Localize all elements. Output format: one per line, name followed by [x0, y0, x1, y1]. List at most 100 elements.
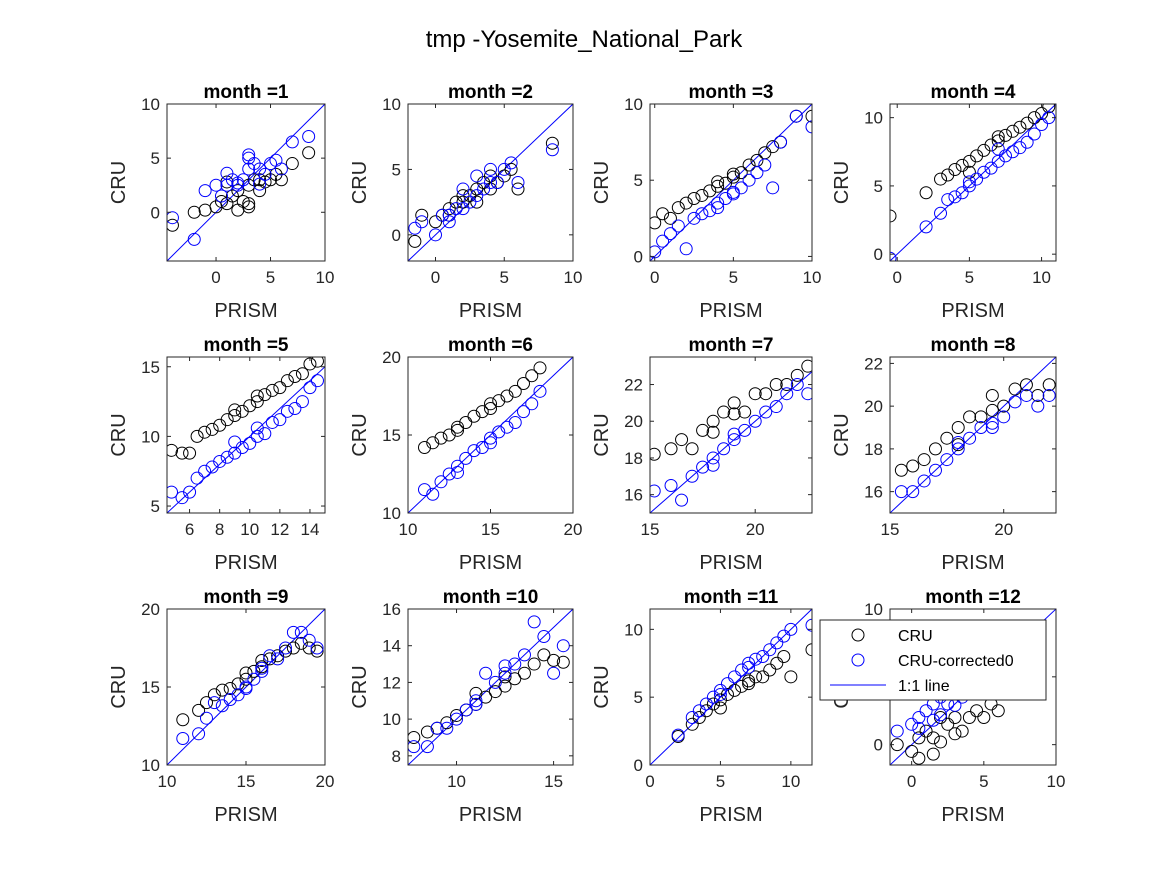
- cru-corrected-point: [508, 657, 522, 671]
- cru-point: [556, 655, 570, 669]
- cru-corrected-point: [774, 135, 788, 149]
- cru-corrected-point: [977, 165, 991, 179]
- y-tick-label: 10: [624, 95, 643, 114]
- x-tick-label: 15: [641, 520, 660, 539]
- subplot-month-11: 0 5 10 0 5 10 month =11 PRISM CRU: [591, 587, 813, 826]
- cru-corrected-point: [183, 485, 197, 499]
- one-to-one-line: [408, 104, 573, 261]
- cru-corrected-point: [442, 215, 456, 229]
- cru-corrected-point: [997, 410, 1011, 424]
- cru-point: [167, 218, 179, 232]
- cru-corrected-point: [1027, 127, 1041, 141]
- y-axis-label: CRU: [591, 413, 613, 456]
- cru-point: [250, 389, 264, 403]
- cru-corrected-point: [675, 493, 689, 507]
- cru-corrected-point: [435, 208, 449, 222]
- x-tick-label: 15: [481, 520, 500, 539]
- y-tick-label: 22: [624, 376, 643, 395]
- cru-corrected-point: [750, 166, 764, 180]
- cru-point: [470, 195, 484, 209]
- cru-corrected-point: [442, 208, 456, 222]
- cru-point: [759, 387, 773, 401]
- cru-corrected-point: [527, 615, 541, 629]
- cru-point: [726, 167, 740, 181]
- y-tick-label: 0: [151, 203, 160, 222]
- x-tick-label: 10: [447, 772, 466, 791]
- cru-point: [926, 731, 940, 745]
- y-tick-label: 5: [634, 171, 643, 190]
- y-axis-label: CRU: [591, 161, 613, 204]
- cru-point: [756, 670, 770, 684]
- cru-point: [228, 409, 242, 422]
- axes-box: [166, 356, 326, 514]
- cru-point: [205, 422, 219, 436]
- cru-corrected-point: [220, 450, 234, 464]
- cru-point: [456, 189, 470, 203]
- cru-point: [207, 688, 221, 702]
- x-tick-label: 15: [544, 772, 563, 791]
- cru-corrected-point: [998, 149, 1012, 163]
- cru-corrected-point: [650, 484, 661, 498]
- cru-corrected-point: [408, 740, 421, 754]
- cru-corrected-point: [484, 176, 497, 189]
- cru-corrected-point: [242, 148, 256, 162]
- y-axis-label: CRU: [831, 161, 853, 204]
- y-tick-label: 20: [141, 600, 160, 619]
- cru-point: [917, 453, 931, 467]
- cru-point: [271, 649, 285, 663]
- cru-point: [420, 725, 434, 739]
- cru-corrected-point: [906, 485, 920, 499]
- cru-point: [288, 370, 302, 383]
- cru-point: [951, 421, 965, 435]
- x-tick-label: 5: [716, 772, 725, 791]
- cru-corrected-point: [706, 451, 720, 465]
- cru-corrected-point: [728, 670, 742, 684]
- cru-point: [749, 670, 763, 684]
- cru-point: [955, 724, 969, 738]
- cru-point: [231, 184, 245, 198]
- cru-point: [934, 172, 948, 186]
- cru-point: [253, 184, 267, 198]
- cru-corrected-point: [280, 404, 294, 418]
- cru-point: [242, 197, 256, 211]
- cru-corrected-point: [303, 381, 317, 395]
- cru-corrected-point: [766, 181, 780, 195]
- cru-corrected-point: [242, 162, 256, 176]
- subplot-title: month =9: [204, 587, 289, 608]
- cru-corrected-point: [805, 618, 812, 632]
- cru-point: [302, 146, 316, 160]
- y-tick-label: 16: [864, 483, 883, 502]
- cru-point: [711, 175, 725, 189]
- cru-point: [805, 109, 812, 123]
- cru-point: [511, 182, 525, 196]
- cru-corrected-point: [970, 172, 984, 186]
- series-cru: [167, 357, 324, 460]
- cru-point: [963, 410, 977, 424]
- series-cru: [650, 359, 812, 461]
- cru-corrected-point: [713, 687, 727, 701]
- cru-point: [449, 195, 463, 209]
- cru-corrected-point: [769, 400, 783, 414]
- cru-point: [434, 431, 448, 445]
- axes-box: [407, 103, 574, 262]
- x-tick-label: 20: [994, 520, 1013, 539]
- cru-point: [726, 170, 740, 184]
- x-tick-label: 0: [650, 268, 659, 287]
- cru-point: [711, 179, 725, 193]
- legend-label: CRU-corrected0: [898, 653, 1014, 670]
- cru-corrected-point: [490, 176, 504, 189]
- one-to-one-line: [167, 366, 325, 513]
- cru-corrected-point: [450, 712, 464, 726]
- cru-point: [763, 663, 777, 677]
- cru-corrected-point: [951, 442, 965, 456]
- cru-point: [706, 425, 720, 439]
- cru-point: [955, 158, 969, 172]
- cru-point: [962, 711, 976, 725]
- cru-point: [805, 643, 812, 657]
- subplot-title: month =1: [204, 82, 289, 103]
- y-tick-label: 15: [382, 426, 401, 445]
- cru-corrected-point: [265, 415, 279, 429]
- cru-point: [263, 652, 277, 666]
- cru-point: [780, 378, 794, 392]
